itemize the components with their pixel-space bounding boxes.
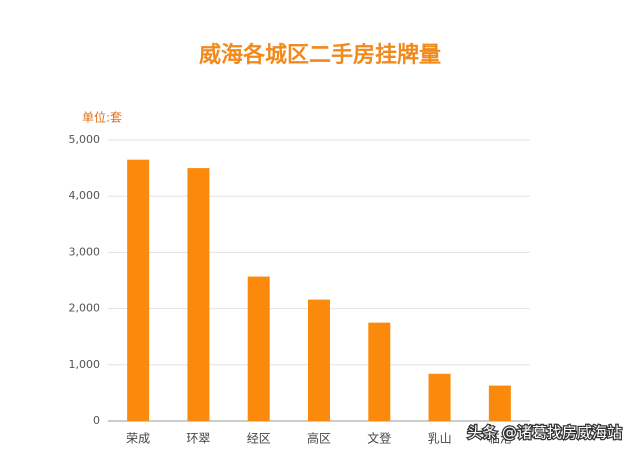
y-tick-label: 2,000: [69, 302, 101, 315]
bar: [127, 159, 150, 422]
x-tick-label: 文登: [367, 431, 391, 446]
y-tick-label: 4,000: [69, 189, 101, 202]
bar: [428, 373, 451, 421]
x-tick-label: 经区: [247, 432, 271, 446]
x-tick-label: 高区: [307, 431, 331, 446]
bar: [368, 322, 391, 421]
x-tick-label: 临港: [488, 432, 512, 446]
x-tick-label: 荣成: [126, 432, 150, 446]
x-tick-label: 乳山: [428, 432, 452, 446]
chart-title: 威海各城区二手房挂牌量: [199, 42, 441, 68]
x-tick-label: 环翠: [186, 432, 210, 446]
y-tick-label: 0: [93, 414, 100, 427]
bar: [247, 276, 270, 421]
y-tick-label: 5,000: [69, 133, 101, 146]
bar: [488, 385, 511, 421]
y-tick-label: 1,000: [69, 358, 101, 371]
bar: [308, 299, 330, 421]
bar: [187, 168, 210, 421]
y-tick-label: 3,000: [69, 245, 101, 258]
y-axis-label: 单位:套: [82, 110, 122, 125]
watermark: 头条 @诸葛找房威海站: [467, 424, 622, 442]
